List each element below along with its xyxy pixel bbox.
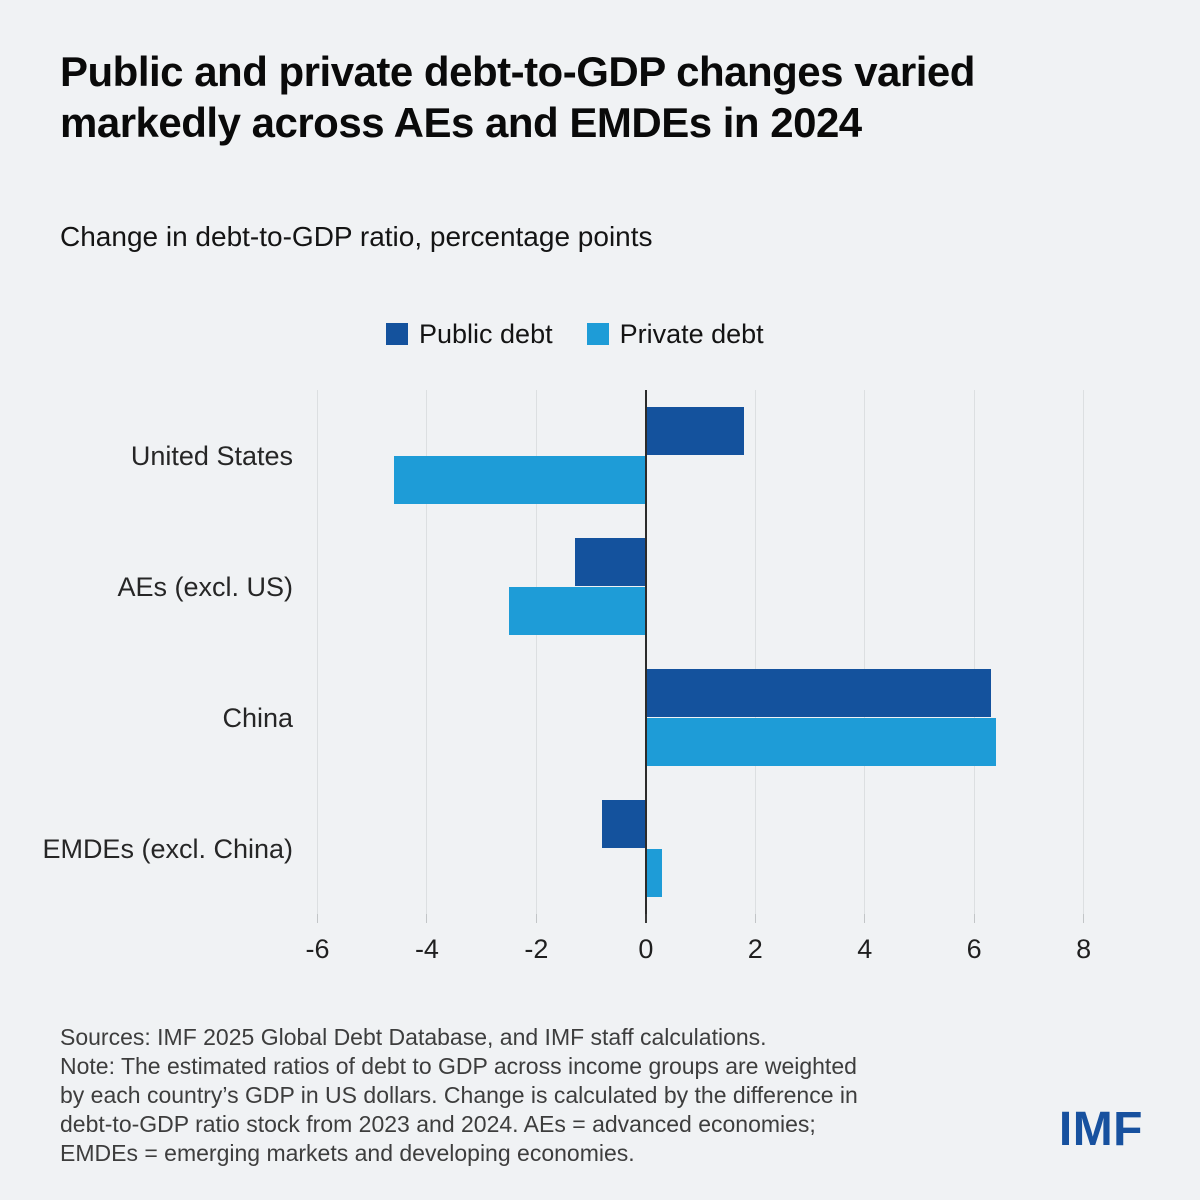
public-debt-swatch-icon	[386, 323, 408, 345]
axis-tick	[864, 914, 866, 923]
axis-tick-label: -6	[305, 934, 330, 964]
axis-tick-label: 6	[966, 934, 982, 964]
source-note: Sources: IMF 2025 Global Debt Database, …	[60, 1023, 1020, 1168]
bar-public-debt	[646, 669, 991, 717]
axis-tick	[644, 914, 647, 923]
zero-axis-line	[644, 390, 647, 914]
bar-private-debt	[646, 849, 663, 897]
gridline	[535, 390, 537, 914]
axis-tick-label: 0	[638, 934, 654, 964]
bar-private-debt	[509, 587, 645, 635]
legend: Public debt Private debt	[386, 318, 764, 350]
imf-logo: IMF	[1058, 1103, 1143, 1156]
axis-tick-label: 2	[747, 934, 763, 964]
chart-title-line2: markedly across AEs and EMDEs in 2024	[60, 99, 862, 146]
axis-tick	[426, 914, 428, 923]
gridline	[864, 390, 866, 914]
note-line: debt-to-GDP ratio stock from 2023 and 20…	[60, 1111, 816, 1137]
gridline	[426, 390, 428, 914]
chart-title: Public and private debt-to-GDP changes v…	[60, 46, 1150, 148]
category-label: EMDEs (excl. China)	[42, 833, 293, 864]
bar-private-debt	[646, 718, 997, 766]
chart-title-line1: Public and private debt-to-GDP changes v…	[60, 48, 975, 95]
bar-public-debt	[646, 407, 745, 455]
bar-public-debt	[602, 800, 645, 848]
legend-label-public-debt: Public debt	[419, 318, 553, 349]
bar-private-debt	[394, 456, 645, 504]
bar-public-debt	[574, 538, 645, 586]
axis-tick	[317, 914, 318, 923]
axis-tick-label: 4	[857, 934, 873, 964]
category-label: China	[222, 702, 293, 733]
axis-tick-label: -4	[414, 934, 439, 964]
legend-item-public-debt: Public debt	[386, 319, 553, 350]
gridline	[973, 390, 975, 914]
note-line: EMDEs = emerging markets and developing …	[60, 1140, 635, 1166]
legend-item-private-debt: Private debt	[586, 318, 764, 350]
source-line: Sources: IMF 2025 Global Debt Database, …	[60, 1024, 767, 1050]
axis-tick	[1083, 914, 1085, 923]
legend-label-private-debt: Private debt	[619, 318, 764, 349]
axis-tick-label: -2	[524, 934, 549, 964]
axis-tick	[535, 914, 537, 923]
category-axis: United States AEs (excl. US) China EMDEs (e…	[40, 390, 293, 914]
plot-area	[300, 390, 1140, 923]
note-line: Note: The estimated ratios of debt to GD…	[60, 1053, 857, 1079]
axis-tick-label: 8	[1076, 934, 1092, 964]
category-label: United States	[130, 440, 293, 471]
gridline	[754, 390, 756, 914]
private-debt-swatch-icon	[586, 323, 609, 345]
note-line: by each country’s GDP in US dollars. Cha…	[60, 1082, 858, 1108]
gridline	[317, 390, 318, 914]
axis-tick	[973, 914, 975, 923]
chart-subtitle: Change in debt-to-GDP ratio, percentage …	[60, 221, 653, 252]
gridline	[1083, 390, 1085, 914]
value-axis: -6 -4 -2 0 2 4 6 8	[300, 934, 1140, 968]
category-label: AEs (excl. US)	[117, 571, 293, 602]
axis-tick	[754, 914, 756, 923]
